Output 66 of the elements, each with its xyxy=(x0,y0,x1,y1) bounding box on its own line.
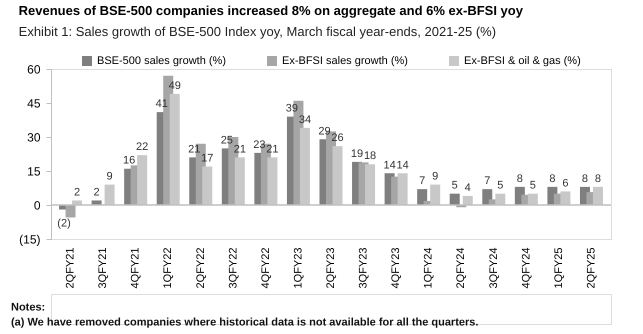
y-tick-label: 15 xyxy=(27,164,41,178)
data-label: 41 xyxy=(156,98,168,110)
y-tick-label: 45 xyxy=(27,96,41,110)
data-label: 14 xyxy=(396,159,409,172)
x-tick-label: 3QFY23 xyxy=(358,248,370,288)
x-tick-label: 1QFY23 xyxy=(292,248,304,288)
data-label: 19 xyxy=(350,148,364,160)
x-tick-label: 3QFY22 xyxy=(227,248,240,288)
data-label: 17 xyxy=(201,152,214,164)
x-tick-label: 1QFY25 xyxy=(552,248,565,288)
data-label: 34 xyxy=(298,114,312,126)
x-tick-label: 2QFY22 xyxy=(194,248,207,288)
x-tick-label: 4QFY23 xyxy=(390,248,402,288)
text: (a) We have removed companies where historical data is not available for all the quarters. xyxy=(11,316,478,328)
x-tick-label: 4QFY22 xyxy=(260,248,272,288)
x-tick-label: 2QFY25 xyxy=(585,248,598,288)
data-label: 9 xyxy=(432,170,438,183)
legend-label: Ex-BFSI & oil & gas (%) xyxy=(464,55,581,67)
x-tick-label: 4QFY21 xyxy=(130,248,142,288)
data-label: 5 xyxy=(452,180,458,192)
data-label: 23 xyxy=(253,138,266,151)
data-label: 5 xyxy=(497,180,504,192)
data-label: 9 xyxy=(106,170,113,183)
data-label: 7 xyxy=(484,175,490,188)
data-label: 8 xyxy=(549,172,556,185)
data-label: 21 xyxy=(266,143,279,156)
bar xyxy=(66,205,76,218)
x-tick-label: 2QFY24 xyxy=(455,248,468,288)
data-label: 7 xyxy=(419,175,426,188)
x-tick-label: 1QFY22 xyxy=(162,248,174,288)
data-label: 18 xyxy=(364,150,376,162)
data-label: 21 xyxy=(188,143,200,156)
data-label: 6 xyxy=(562,177,568,190)
bar xyxy=(450,194,460,205)
chart-subtitle: Exhibit 1: Sales growth of BSE-500 Index yoy, March fiscal year-ends, 2021-25 (%) xyxy=(18,24,496,39)
data-label: 26 xyxy=(331,132,344,144)
data-label: 22 xyxy=(136,141,148,154)
data-label: 8 xyxy=(516,172,523,185)
data-label: 25 xyxy=(220,134,233,146)
x-tick-label: 2QFY23 xyxy=(325,248,337,288)
y-tick-label: (15) xyxy=(19,232,40,246)
data-label: 16 xyxy=(123,154,136,167)
data-label: (2) xyxy=(57,218,71,230)
data-label: 4 xyxy=(464,182,471,194)
data-label: 39 xyxy=(286,102,298,115)
x-tick-label: 2QFY21 xyxy=(64,248,77,288)
y-tick-label: 30 xyxy=(27,130,41,144)
data-label: 2 xyxy=(94,186,100,198)
data-label: 49 xyxy=(168,80,181,92)
y-tick-label: 60 xyxy=(27,62,41,76)
x-tick-label: 4QFY24 xyxy=(520,248,532,288)
data-label: 29 xyxy=(318,125,331,138)
x-tick-label: 3QFY24 xyxy=(488,248,500,288)
legend-label: BSE-500 sales growth (%) xyxy=(97,55,226,67)
legend-label: Ex-BFSI sales growth (%) xyxy=(282,55,408,67)
data-label: 21 xyxy=(234,143,246,156)
chart-title: Revenues of BSE-500 companies increased 8% on aggregate and 6% ex-BFSI yoy xyxy=(18,3,524,18)
x-tick-label: 3QFY21 xyxy=(97,248,110,288)
data-label: 8 xyxy=(582,172,588,185)
data-label: 5 xyxy=(530,180,536,192)
y-tick-label: 0 xyxy=(34,198,41,212)
x-tick-label: 1QFY24 xyxy=(422,248,435,288)
text: Notes: xyxy=(11,302,46,314)
data-label: 14 xyxy=(383,159,396,172)
data-label: 2 xyxy=(74,186,80,198)
data-label: 8 xyxy=(594,172,602,185)
